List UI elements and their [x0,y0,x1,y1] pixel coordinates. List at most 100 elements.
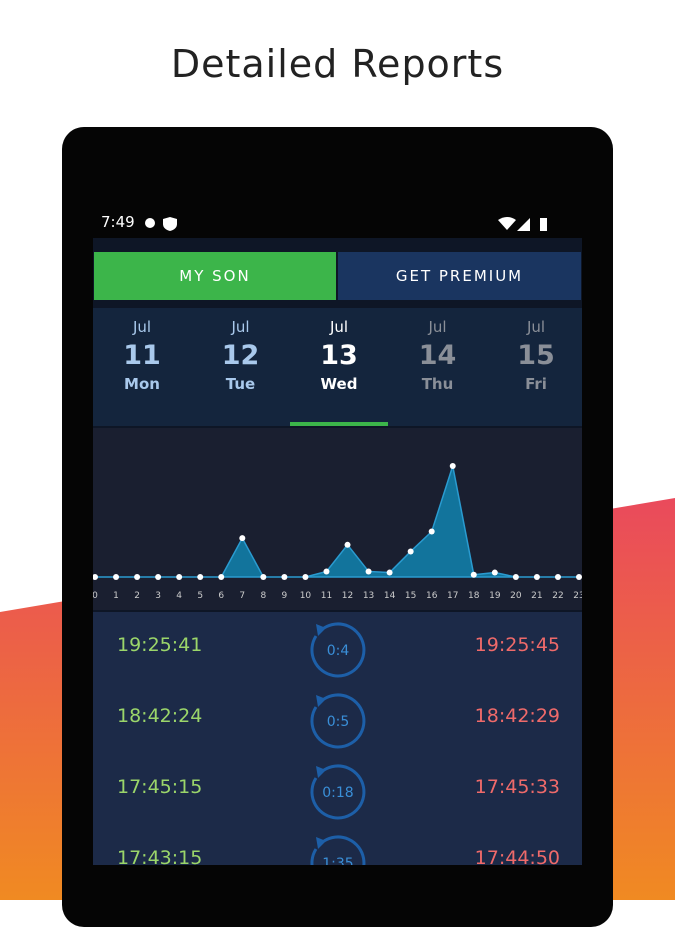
activity-point [155,574,162,580]
activity-point [93,574,98,580]
hour-label: 19 [489,591,501,601]
activity-point [554,574,561,580]
activity-point [512,574,519,580]
hour-label: 16 [426,591,438,601]
duration-icon: 0:4 [310,622,366,678]
session-start: 17:43:15 [117,847,203,865]
hour-label: 13 [363,591,374,601]
duration-icon: 0:18 [310,764,366,820]
tab-premium[interactable]: GET PREMIUM [338,252,581,300]
day-day: 13 [320,340,358,371]
hour-label: 2 [134,591,140,601]
hour-label: 9 [282,591,288,601]
replay-head [316,766,326,778]
session-row: 17:43:15 17:44:50 1:35 [93,825,582,865]
duration-icon: 0:5 [310,693,366,749]
session-row: 19:25:41 19:25:45 0:4 [93,612,582,683]
hour-label: 20 [510,591,522,601]
activity-point [533,574,540,580]
page-title: Detailed Reports [170,42,505,86]
activity-point [197,574,204,580]
activity-point [491,569,498,576]
session-duration: 0:4 [327,643,350,659]
day-day: 12 [221,340,260,371]
hour-label: 3 [155,591,161,601]
activity-point [260,574,267,580]
hour-label: 1 [113,591,119,601]
status-icons [145,217,547,231]
activity-point [218,574,225,580]
hour-label: 6 [218,591,224,601]
replay-arrow [310,693,366,749]
hour-label: 7 [239,591,245,601]
replay-arrow [310,835,366,865]
day-day: 11 [123,340,161,371]
day-day: 14 [418,340,457,371]
day-item[interactable]: Jul 15 Fri [487,308,582,426]
activity-point [449,463,456,469]
activity-point [407,548,414,555]
day-weekday: Tue [225,375,256,393]
screen: MY SON GET PREMIUM Jul 11 Mon Jul 12 Tue Jul 13… [93,238,582,865]
hour-label: 5 [197,591,203,601]
session-list: 19:25:41 19:25:45 0:4 18:42:24 18:42:29 0:5 17… [93,612,582,865]
activity-chart: 0 1 2 3 4 5 6 7 8 9 10 11 12 13 14 15 16 17 18 19 20 21 22 23 [93,428,582,610]
day-item[interactable]: Jul 12 Tue [192,308,290,426]
hour-label: 8 [260,591,266,601]
activity-point [323,568,330,575]
replay-arrow [310,764,366,820]
session-start: 17:45:15 [117,776,203,798]
hour-label: 12 [342,591,353,601]
day-month: Jul [132,318,152,336]
day-weekday: Wed [320,375,358,393]
day-weekday: Mon [124,375,160,393]
day-day: 15 [517,340,555,371]
hour-label: 4 [176,591,182,601]
replay-head [316,837,326,849]
tab-my-son[interactable]: MY SON [94,252,336,300]
activity-point [134,574,141,580]
activity-point [302,574,309,580]
activity-point [239,535,246,542]
session-end: 18:42:29 [474,705,560,727]
status-time: 7:49 [101,213,135,231]
day-month: Jul [231,318,250,336]
day-month: Jul [428,318,447,336]
hour-label: 14 [384,591,396,601]
replay-head [316,695,326,707]
session-duration: 0:18 [322,785,353,801]
activity-point [176,574,183,580]
day-weekday: Fri [525,375,547,393]
replay-head [316,624,326,636]
session-row: 17:45:15 17:45:33 0:18 [93,754,582,825]
replay-arrow [310,622,366,678]
hour-label: 23 [573,591,582,601]
hour-label: 10 [300,591,312,601]
activity-point [576,574,582,580]
day-month: Jul [329,318,349,336]
day-item[interactable]: Jul 13 Wed [290,308,388,426]
day-picker: Jul 11 Mon Jul 12 Tue Jul 13 Wed Jul 14 Thu Jul 15 Fri [93,308,582,426]
page: Detailed Reports 7:49 MY SON GET PREMIUM… [0,42,675,927]
session-end: 17:44:50 [474,847,560,865]
activity-point [386,569,393,576]
activity-point [365,568,372,575]
activity-point [281,574,288,580]
session-end: 17:45:33 [474,776,560,798]
activity-point [470,571,477,578]
activity-point [113,574,120,580]
day-item[interactable]: Jul 11 Mon [93,308,191,426]
hour-label: 17 [447,591,458,601]
activity-point [428,528,435,535]
hour-label: 22 [552,591,563,601]
session-start: 19:25:41 [117,634,203,656]
session-row: 18:42:24 18:42:29 0:5 [93,683,582,754]
day-underline [290,422,388,426]
session-duration: 1:35 [322,856,353,865]
session-start: 18:42:24 [117,705,203,727]
chart-bg [93,428,582,610]
session-end: 19:25:45 [474,634,560,656]
activity-point [344,541,351,548]
hour-label: 0 [93,591,98,601]
day-item[interactable]: Jul 14 Thu [389,308,487,426]
